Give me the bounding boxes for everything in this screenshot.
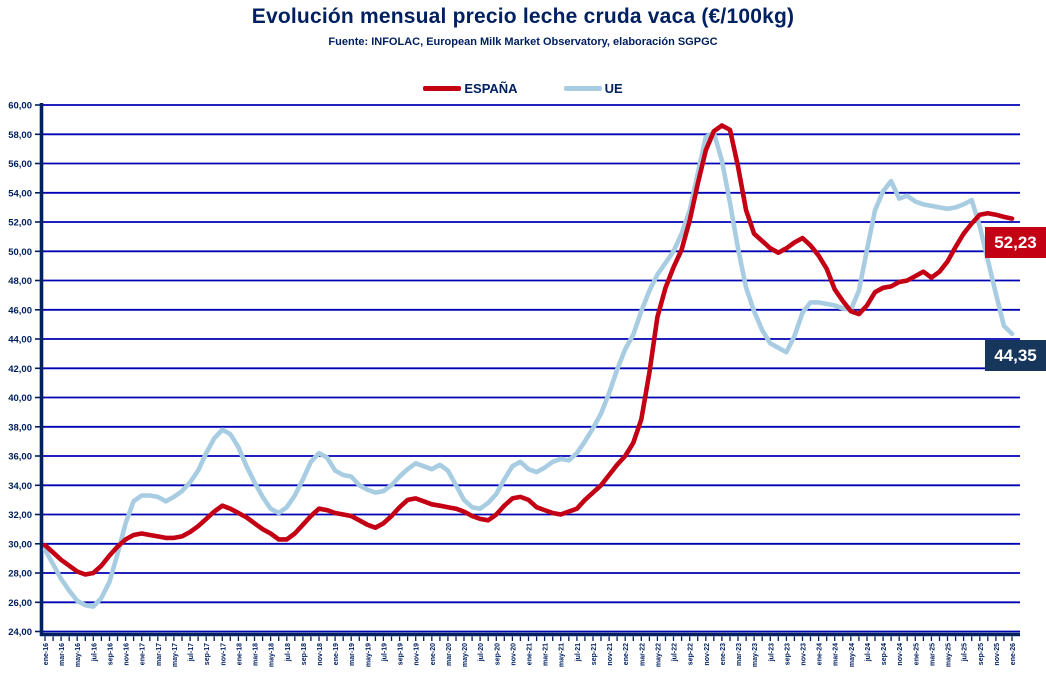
- x-axis-label: may-24: [849, 643, 856, 667]
- legend-label-espana: ESPAÑA: [464, 81, 518, 96]
- x-axis-label: sep-19: [398, 643, 405, 665]
- y-axis-label: 24,00: [8, 627, 32, 638]
- x-axis-label: nov-17: [220, 643, 227, 666]
- x-axis-label: mar-17: [156, 643, 163, 666]
- x-axis-label: jul-21: [575, 643, 582, 662]
- y-axis-label: 32,00: [8, 510, 32, 521]
- x-axis-label: ene-20: [430, 643, 437, 665]
- x-axis-label: may-18: [269, 643, 276, 667]
- legend-item-ue: UE: [563, 81, 623, 96]
- chart-subtitle: Fuente: INFOLAC, European Milk Market Ob…: [328, 36, 718, 48]
- espana-series-line: [42, 123, 1015, 577]
- x-axis-label: ene-25: [913, 643, 920, 665]
- x-axis-label: mar-18: [253, 643, 260, 666]
- y-axis-label: 26,00: [8, 598, 32, 609]
- x-axis-label: sep-20: [494, 643, 501, 665]
- x-axis-label: jul-19: [381, 643, 388, 662]
- y-axis-label: 48,00: [8, 276, 32, 287]
- chart-title: Evolución mensual precio leche cruda vac…: [251, 5, 795, 28]
- y-axis-label: 46,00: [8, 305, 32, 316]
- x-axis-label: jul-20: [478, 643, 485, 662]
- x-axis-label: ene-18: [236, 643, 243, 665]
- y-axis-label: 40,00: [8, 393, 32, 404]
- x-axis-label: may-23: [752, 643, 759, 667]
- y-axis-label: 30,00: [8, 539, 32, 550]
- x-axis-label: ene-23: [720, 643, 727, 665]
- y-axis-label: 34,00: [8, 481, 32, 492]
- y-axis-label: 52,00: [8, 218, 32, 229]
- ue-last-value-badge: 44,35: [985, 340, 1046, 371]
- x-axis-label: may-20: [462, 643, 469, 667]
- x-axis-label: nov-16: [124, 643, 131, 666]
- x-axis-label: nov-24: [897, 643, 904, 666]
- x-axis-label: nov-18: [317, 643, 324, 666]
- y-axis-label: 58,00: [8, 130, 32, 141]
- chart-legend: ESPAÑA UE: [0, 81, 1046, 96]
- x-axis-label: nov-23: [801, 643, 808, 666]
- x-axis-label: mar-22: [639, 643, 646, 666]
- x-axis-label: ene-19: [333, 643, 340, 665]
- x-axis-label: nov-19: [414, 643, 421, 666]
- x-axis-label: sep-24: [881, 643, 888, 665]
- y-axis-label: 56,00: [8, 159, 32, 170]
- x-axis-label: jul-22: [672, 643, 679, 662]
- x-axis-label: sep-21: [591, 643, 598, 665]
- y-axis-label: 44,00: [8, 335, 32, 346]
- y-axis-label: 36,00: [8, 452, 32, 463]
- x-axis-label: mar-23: [736, 643, 743, 666]
- espana-line-swatch: [423, 86, 462, 91]
- x-axis-label: mar-20: [446, 643, 453, 666]
- x-axis-label: may-25: [946, 643, 953, 667]
- x-axis-label: jul-16: [91, 643, 98, 662]
- y-axis-label: 28,00: [8, 569, 32, 580]
- x-axis-label: mar-24: [833, 643, 840, 666]
- x-axis-label: ene-21: [527, 643, 534, 665]
- y-axis-label: 42,00: [8, 364, 32, 375]
- x-axis-label: sep-16: [108, 643, 115, 665]
- x-axis-label: sep-17: [204, 643, 211, 665]
- x-axis-label: nov-22: [704, 643, 711, 666]
- y-axis-label: 54,00: [8, 188, 32, 199]
- ue-series-line: [42, 130, 1015, 609]
- x-axis-label: mar-16: [59, 643, 66, 666]
- x-axis-label: ene-22: [623, 643, 630, 665]
- y-axis-label: 60,00: [8, 101, 32, 112]
- x-axis-label: ene-16: [43, 643, 50, 665]
- x-axis-label: may-19: [365, 643, 372, 667]
- x-axis-label: jul-17: [188, 643, 195, 662]
- legend-item-espana: ESPAÑA: [423, 81, 518, 96]
- x-axis-label: may-16: [75, 643, 82, 667]
- x-axis-label: sep-23: [784, 643, 791, 665]
- x-axis-label: may-17: [172, 643, 179, 667]
- x-axis-label: mar-25: [929, 643, 936, 666]
- x-axis-label: mar-21: [543, 643, 550, 666]
- x-axis-label: jul-24: [865, 643, 872, 662]
- x-axis-label: ene-26: [1010, 643, 1017, 665]
- x-axis-label: sep-22: [688, 643, 695, 665]
- x-axis-label: ene-17: [140, 643, 147, 665]
- x-axis-label: nov-20: [510, 643, 517, 666]
- x-axis-label: sep-18: [301, 643, 308, 665]
- x-axis-label: jul-25: [962, 643, 969, 662]
- x-axis-label: sep-25: [978, 643, 985, 665]
- ue-line-swatch: [563, 86, 602, 91]
- x-axis-label: may-21: [559, 643, 566, 667]
- x-axis-label: ene-24: [817, 643, 824, 665]
- legend-label-ue: UE: [604, 81, 623, 96]
- y-axis-label: 38,00: [8, 422, 32, 433]
- y-axis-label: 50,00: [8, 247, 32, 258]
- x-axis-label: may-22: [655, 643, 662, 667]
- x-axis-label: jul-18: [285, 643, 292, 662]
- x-axis-label: nov-21: [607, 643, 614, 666]
- x-axis-label: nov-25: [994, 643, 1001, 666]
- x-axis-label: mar-19: [349, 643, 356, 666]
- espana-last-value-badge: 52,23: [985, 227, 1046, 258]
- x-axis-label: jul-23: [768, 643, 775, 662]
